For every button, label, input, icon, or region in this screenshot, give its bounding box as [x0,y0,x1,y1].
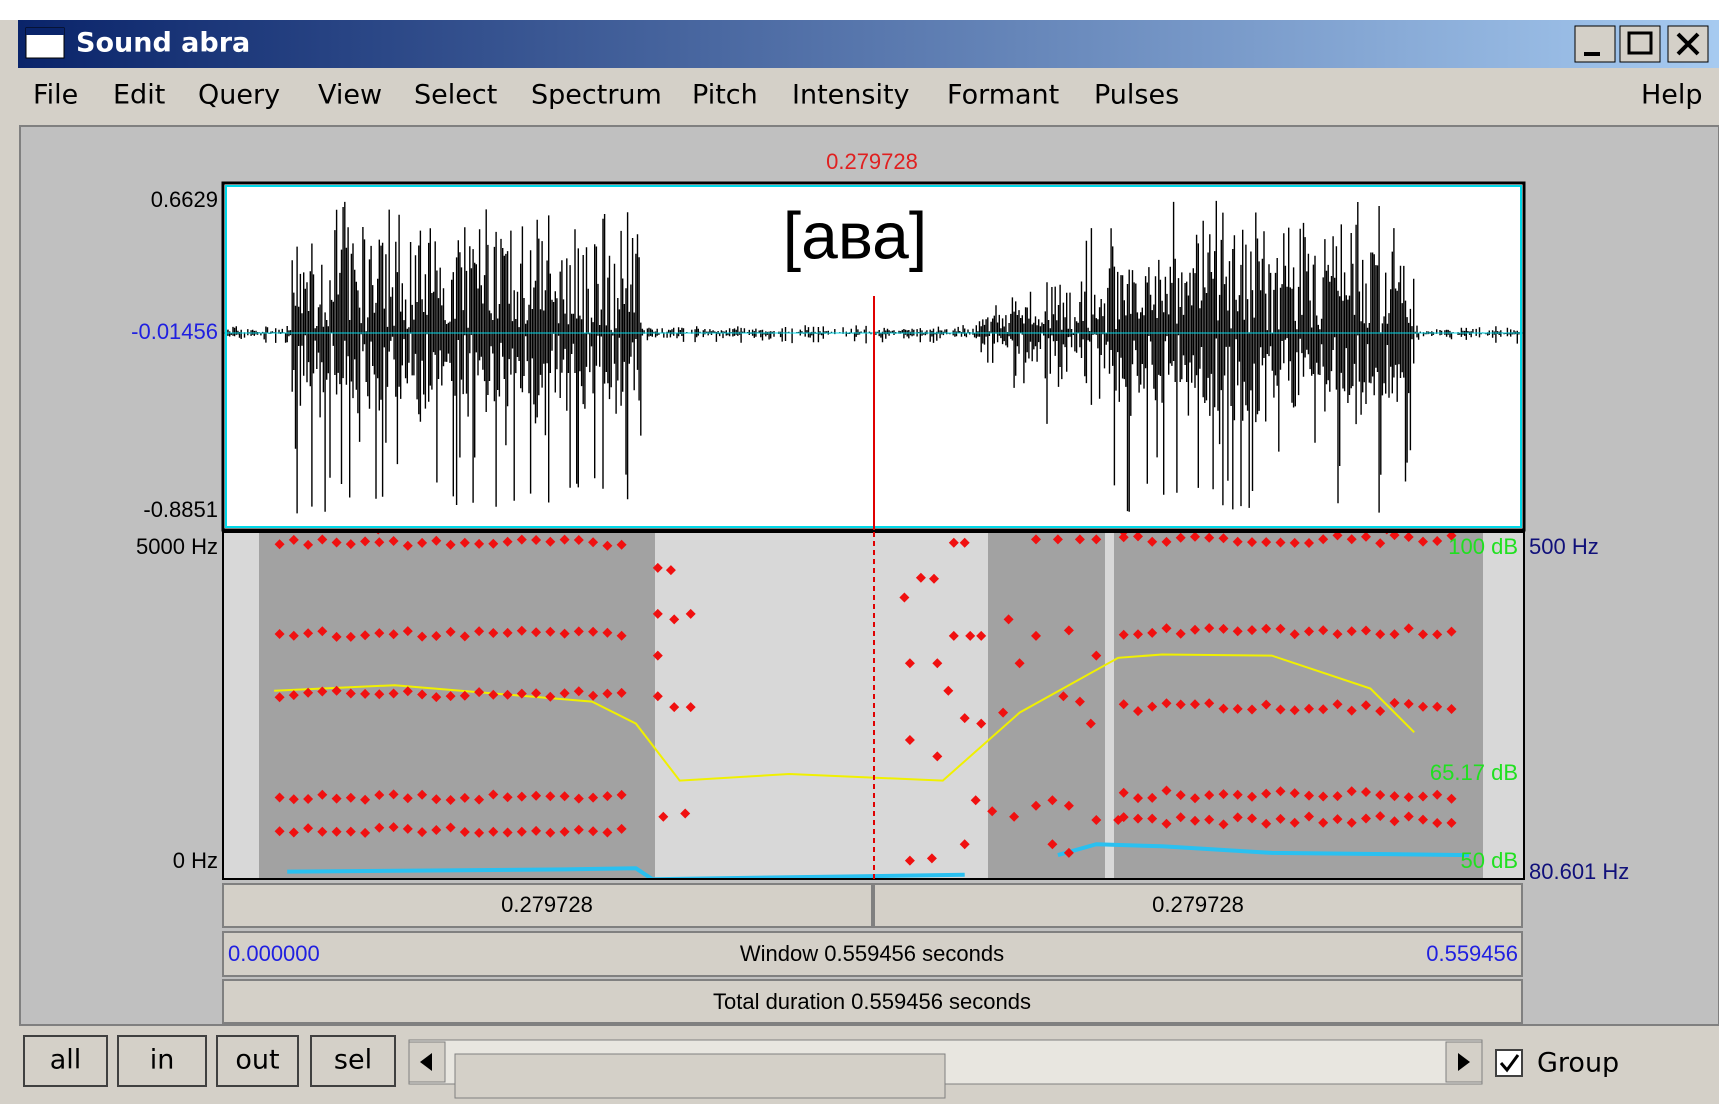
menu-item[interactable]: Spectrum [531,80,662,111]
menu-item[interactable]: Help [1641,80,1703,111]
waveform-min: -0.8851 [143,497,218,522]
intensity-value: 65.17 dB [1430,760,1518,785]
menu-item[interactable]: Query [198,80,280,111]
menu-item[interactable]: Pulses [1094,80,1179,111]
spectrogram [223,523,1524,880]
time-bars: 0.279728 0.279728 0.000000 Window 0.5594… [223,884,1522,1023]
cursor-time: 0.279728 [826,149,918,174]
scroll-thumb[interactable] [455,1054,945,1098]
window-title: Sound abra [76,28,250,59]
waveform-max: 0.6629 [151,187,218,212]
window-length: Window 0.559456 seconds [740,941,1004,966]
intensity-top: 100 dB [1448,534,1518,559]
zoom-button-label: out [235,1045,279,1076]
window-start: 0.000000 [228,941,320,966]
menu-item[interactable]: File [33,80,78,111]
window-controls [1575,26,1708,62]
freq-top: 5000 Hz [136,534,218,559]
maximize-button[interactable] [1620,26,1660,62]
pitch-bottom: 80.601 Hz [1529,859,1629,884]
group-checkbox[interactable] [1496,1050,1522,1076]
zoom-button-label: in [150,1045,175,1076]
menu-item[interactable]: Intensity [792,80,910,111]
zoom-button-label: sel [334,1045,372,1076]
zoom-button-label: all [50,1045,82,1076]
app-icon-bar [26,28,64,35]
title-bar [18,20,1719,68]
top-margin [0,0,1719,20]
time-right: 0.279728 [1152,892,1244,917]
menu-item[interactable]: Select [414,80,497,111]
praat-window: Sound abra File Edit Query View Select Spectr… [0,0,1719,1104]
window-end: 0.559456 [1426,941,1518,966]
menu-bar: File Edit Query View Select Spectrum Pitch Inte… [33,80,1179,111]
minimize-button[interactable] [1575,26,1615,62]
menu-item[interactable]: View [318,80,382,111]
waveform-cursor-value: -0.01456 [131,319,218,344]
menu-item[interactable]: Pitch [692,80,758,111]
total-duration: Total duration 0.559456 seconds [713,989,1031,1014]
time-left: 0.279728 [501,892,593,917]
annotation: [ава] [783,198,927,272]
intensity-bottom: 50 dB [1461,848,1519,873]
menu-item[interactable]: Formant [947,80,1059,111]
group-label: Group [1537,1048,1619,1079]
pitch-top: 500 Hz [1529,534,1599,559]
freq-bottom: 0 Hz [173,848,218,873]
menu-item[interactable]: Edit [113,80,165,111]
